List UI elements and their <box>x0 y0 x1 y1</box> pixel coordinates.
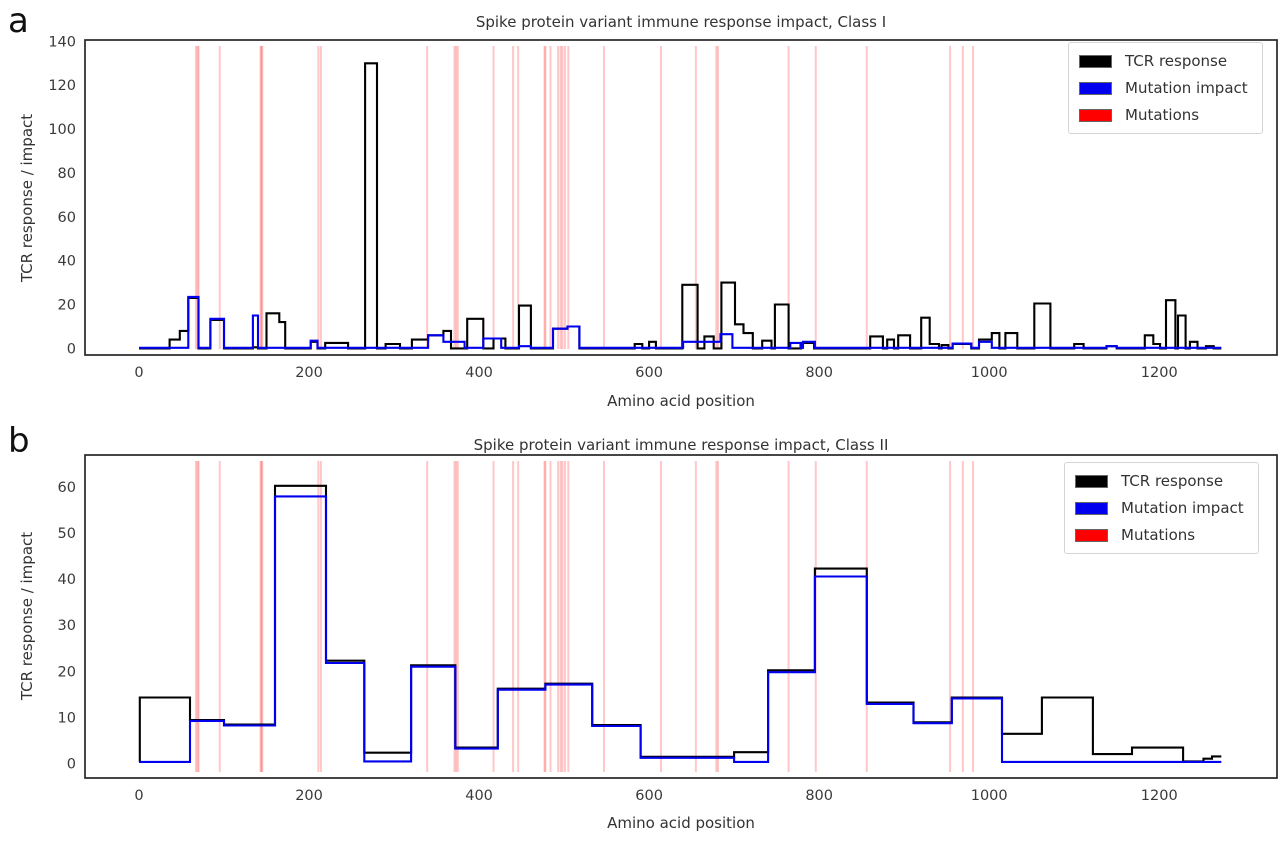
x-tick-label: 200 <box>295 788 323 804</box>
legend-entry-mutation-impact: Mutation impact <box>1075 499 1244 517</box>
legend-entry-tcr-response: TCR response <box>1079 52 1248 70</box>
series-tcr-response <box>139 62 1222 350</box>
y-tick-label: 140 <box>48 34 76 50</box>
x-tick-label: 600 <box>635 365 663 381</box>
mutation-impact-swatch <box>1079 81 1112 95</box>
x-tick-label: 400 <box>465 365 493 381</box>
legend-entry-mutation-impact: Mutation impact <box>1079 79 1248 97</box>
panel-a-legend: TCR response Mutation impact Mutations <box>1068 42 1263 134</box>
y-tick-label: 50 <box>58 526 76 542</box>
panel-b-title: Spike protein variant immune response im… <box>473 436 889 454</box>
panel-b-xlabel: Amino acid position <box>607 814 755 832</box>
panel-a-xlabel: Amino acid position <box>607 392 755 410</box>
y-tick-label: 30 <box>58 618 76 634</box>
legend-entry-mutations: Mutations <box>1075 526 1244 544</box>
legend-label: TCR response <box>1125 52 1228 70</box>
x-tick-label: 600 <box>635 788 663 804</box>
y-tick-label: 60 <box>58 480 76 496</box>
y-tick-label: 60 <box>58 210 76 226</box>
y-tick-label: 20 <box>58 664 76 680</box>
y-tick-label: 40 <box>58 572 76 588</box>
panel-letter-b: b <box>8 421 30 461</box>
y-tick-label: 20 <box>58 298 76 314</box>
mutation-impact-swatch <box>1075 501 1108 515</box>
tcr-response-swatch <box>1075 474 1108 488</box>
y-tick-label: 0 <box>67 341 76 357</box>
y-tick-label: 10 <box>58 710 76 726</box>
series-mutation-impact <box>139 295 1222 349</box>
legend-entry-mutations: Mutations <box>1079 106 1248 124</box>
legend-entry-tcr-response: TCR response <box>1075 472 1244 490</box>
y-tick-label: 0 <box>67 756 76 772</box>
y-tick-label: 100 <box>48 122 76 138</box>
panel-letter-a: a <box>8 1 29 41</box>
x-tick-label: 1200 <box>1141 788 1178 804</box>
axes-frame <box>84 454 1278 779</box>
y-tick-label: 120 <box>48 78 76 94</box>
y-tick-label: 40 <box>58 254 76 270</box>
x-tick-label: 200 <box>295 365 323 381</box>
legend-label: TCR response <box>1121 472 1224 490</box>
mutations-swatch <box>1075 528 1108 542</box>
x-tick-label: 800 <box>805 788 833 804</box>
panel-a-ylabel: TCR response / impact <box>18 113 36 283</box>
x-tick-label: 1000 <box>971 365 1008 381</box>
axes-frame <box>84 39 1278 356</box>
x-tick-label: 0 <box>134 788 143 804</box>
mutations-swatch <box>1079 108 1112 122</box>
legend-label: Mutations <box>1125 106 1200 124</box>
x-tick-label: 1200 <box>1141 365 1178 381</box>
x-tick-label: 400 <box>465 788 493 804</box>
y-tick-label: 80 <box>58 166 76 182</box>
x-tick-label: 0 <box>134 365 143 381</box>
x-tick-label: 1000 <box>971 788 1008 804</box>
tcr-response-swatch <box>1079 54 1112 68</box>
series-mutation-impact <box>139 495 1222 763</box>
panel-a-title: Spike protein variant immune response im… <box>475 13 887 31</box>
panel-b-ylabel: TCR response / impact <box>18 531 36 701</box>
series-tcr-response <box>138 484 1222 763</box>
panel-b-legend: TCR response Mutation impact Mutations <box>1064 462 1259 554</box>
legend-label: Mutation impact <box>1121 499 1244 517</box>
x-tick-label: 800 <box>805 365 833 381</box>
legend-label: Mutations <box>1121 526 1196 544</box>
legend-label: Mutation impact <box>1125 79 1248 97</box>
